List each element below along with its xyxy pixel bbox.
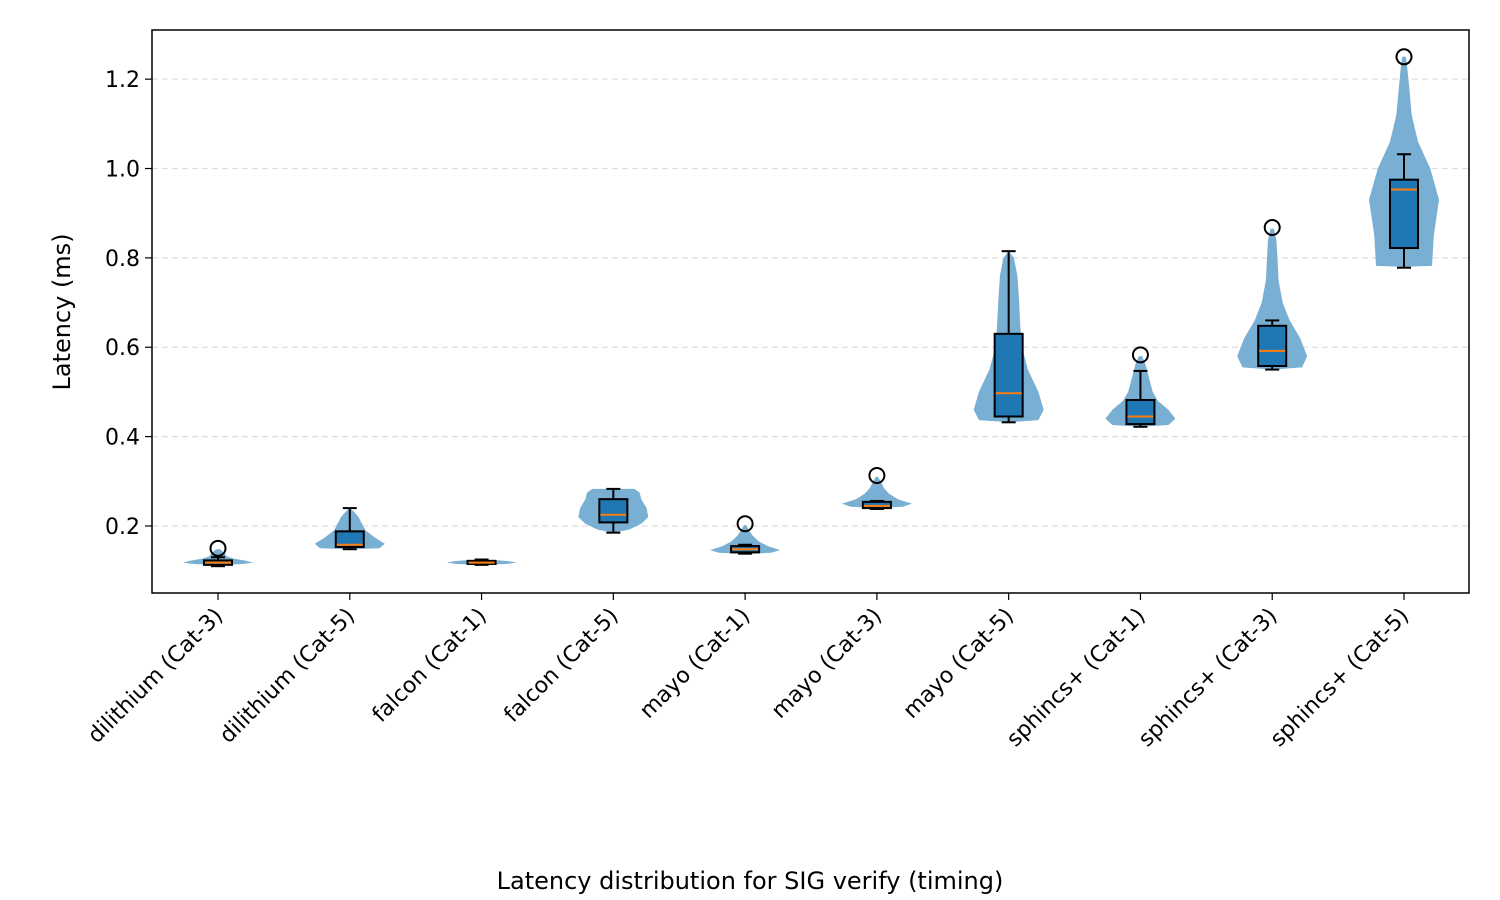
y-tick-label: 0.2 <box>105 515 140 540</box>
x-tick-label: dilithium (Cat-3) <box>83 604 228 749</box>
x-tick-label: dilithium (Cat-5) <box>215 604 360 749</box>
violins <box>183 56 1439 566</box>
x-tick-label: mayo (Cat-3) <box>767 604 887 724</box>
y-tick-label: 0.8 <box>105 247 140 272</box>
x-tick-label: falcon (Cat-1) <box>368 604 492 728</box>
x-tick-label: mayo (Cat-5) <box>899 604 1019 724</box>
outlier-point <box>1131 346 1149 364</box>
y-tick-label: 0.6 <box>105 336 140 361</box>
plot-frame <box>151 29 1470 594</box>
outlier-point <box>1395 48 1413 66</box>
box-iqr <box>334 530 365 548</box>
y-axis-ticks: 0.2 0.4 0.6 0.8 1.0 1.2 <box>105 68 152 540</box>
violin-body <box>841 476 912 509</box>
x-tick-label: sphincs+ (Cat-1) <box>1002 604 1150 752</box>
box-iqr <box>993 332 1024 418</box>
y-tick-label: 0.4 <box>105 426 140 451</box>
x-tick-label: falcon (Cat-5) <box>500 604 624 728</box>
x-tick-label: sphincs+ (Cat-5) <box>1266 604 1414 752</box>
outlier-point <box>736 515 754 533</box>
outlier-point <box>1263 218 1281 236</box>
y-tick-label: 1.2 <box>105 68 140 93</box>
x-tick-label: mayo (Cat-1) <box>635 604 755 724</box>
box-iqr <box>598 498 629 524</box>
y-tick-label: 1.0 <box>105 158 140 183</box>
chart-caption: Latency distribution for SIG verify (tim… <box>497 867 1004 895</box>
box-iqr <box>1257 324 1288 368</box>
violin-body <box>710 525 781 555</box>
x-tick-label: sphincs+ (Cat-3) <box>1134 604 1282 752</box>
outlier-point <box>868 466 886 484</box>
violin-body <box>1237 228 1308 370</box>
box-iqr <box>1125 398 1156 426</box>
box-iqr <box>1389 178 1419 250</box>
boxplots <box>203 48 1419 568</box>
outlier-point <box>209 539 227 557</box>
y-axis-title: Latency (ms) <box>48 233 76 390</box>
x-axis-ticks: dilithium (Cat-3)dilithium (Cat-5) falcon… <box>83 593 1414 752</box>
